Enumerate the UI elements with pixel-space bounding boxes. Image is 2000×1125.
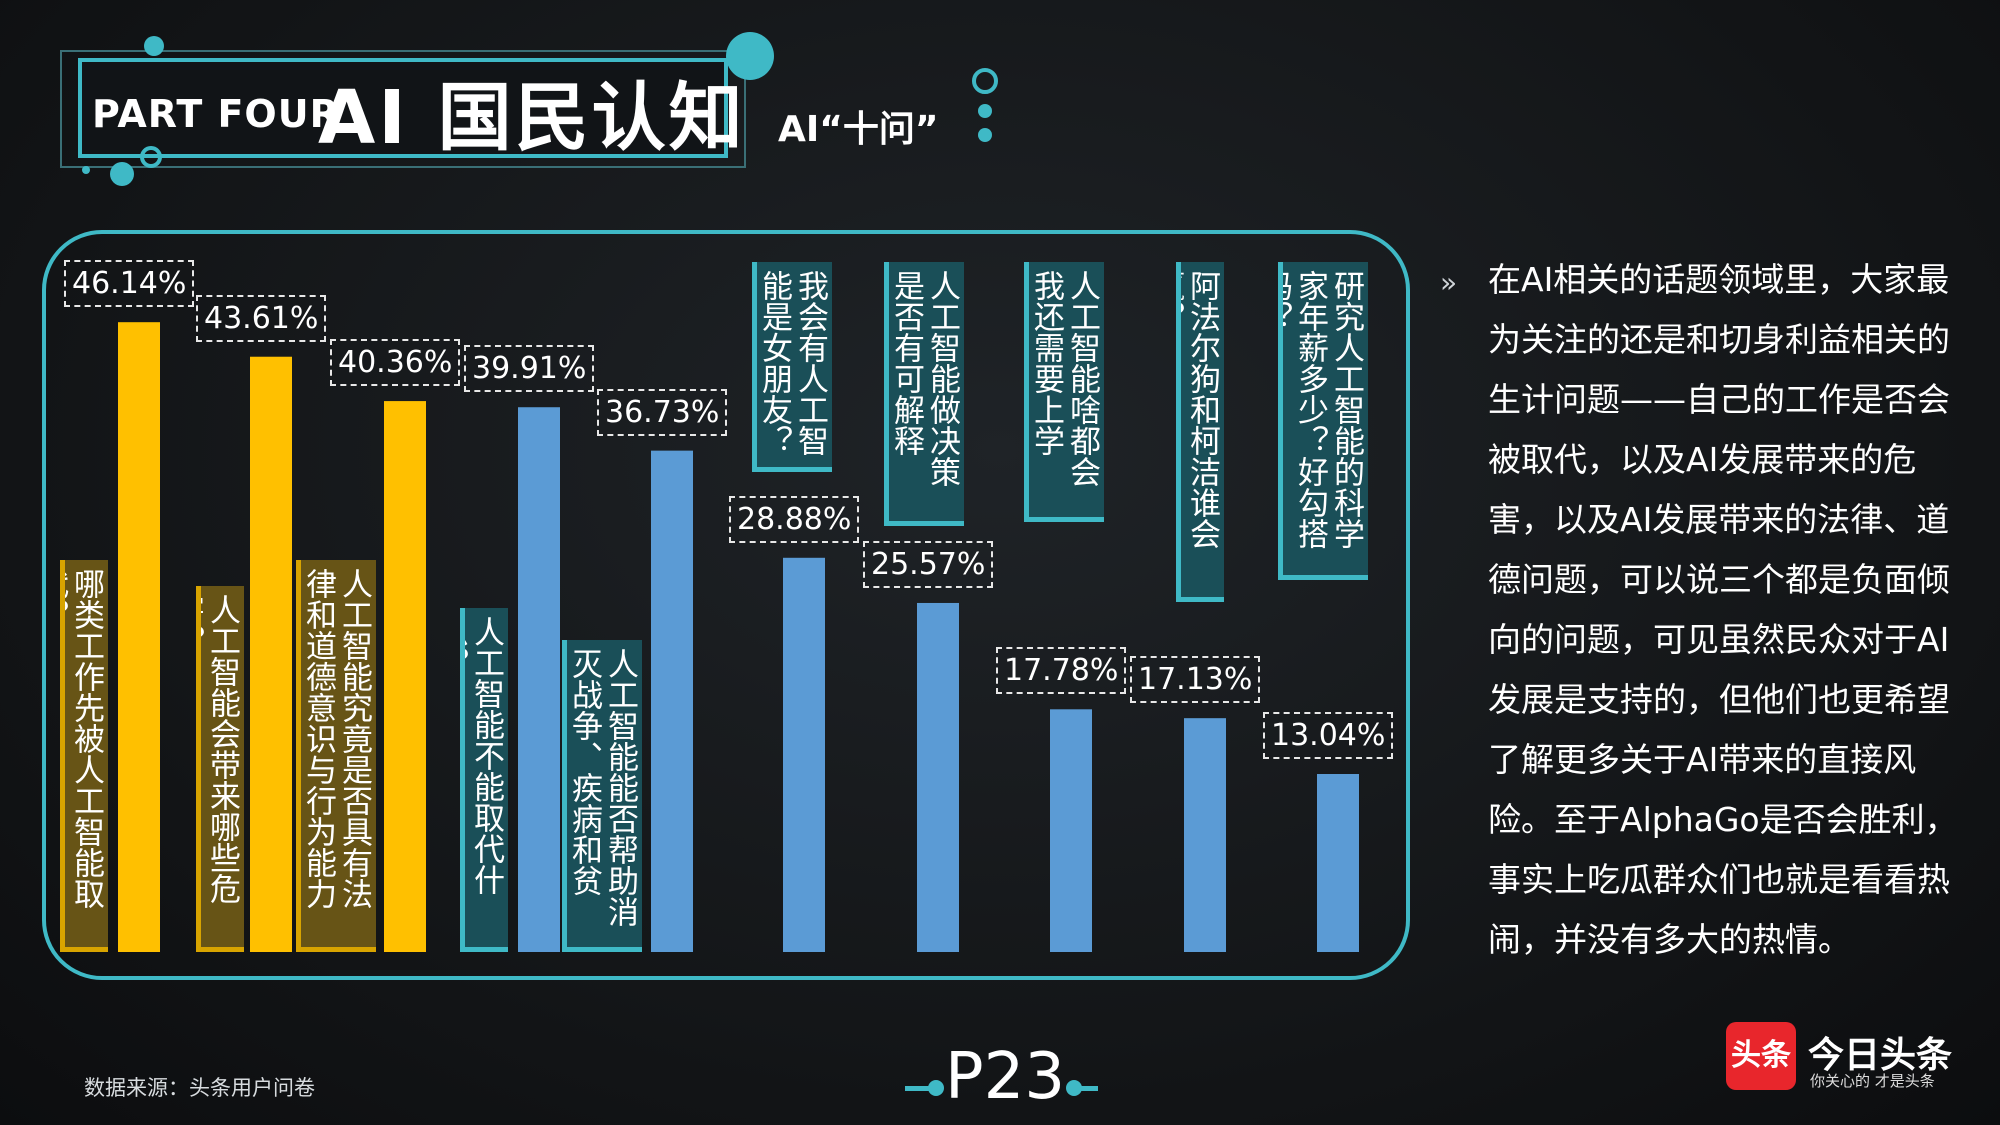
- category-label: 我会有人工智能是女朋友？: [752, 262, 832, 472]
- toutiao-logo-icon: 头条: [1726, 1022, 1796, 1090]
- part-label: PART FOUR: [92, 92, 340, 136]
- chart-frame: [42, 230, 1410, 980]
- category-label: 人工智能做决策是否有可解释性？: [884, 262, 964, 526]
- data-label: 25.57%: [863, 540, 994, 588]
- decor-dot: [978, 104, 992, 118]
- category-label: 哪类工作先被人工智能取代？: [60, 560, 108, 952]
- data-label: 28.88%: [729, 495, 860, 543]
- category-label: 阿法尔狗和柯洁谁会赢？: [1176, 262, 1224, 602]
- bar-8: [1050, 709, 1092, 952]
- description-text: 在AI相关的话题领域里，大家最为关注的还是和切身利益相关的生计问题——自己的工作…: [1488, 260, 1958, 959]
- decor-dot: [82, 166, 90, 174]
- category-label: 研究人工智能的科学家年薪多少？好勾搭吗？: [1278, 262, 1368, 580]
- category-label: 人工智能能否帮助消灭战争、疾病和贫困？: [562, 640, 642, 952]
- logo-name: 今日头条: [1808, 1035, 1953, 1076]
- decor-dot: [144, 36, 164, 56]
- bar-9: [1184, 718, 1226, 952]
- bullet-icon: »: [1440, 266, 1458, 299]
- bar-6: [783, 557, 825, 952]
- page-line-left: [905, 1086, 937, 1091]
- page-line-right: [1076, 1086, 1098, 1091]
- data-label: 43.61%: [196, 294, 327, 342]
- logo-slogan: 你关心的 才是头条: [1810, 1072, 1935, 1090]
- bar-1: [118, 322, 160, 953]
- chart-subtitle: AI“十问”: [778, 109, 939, 150]
- decor-dot: [928, 1080, 944, 1096]
- bar-4: [518, 407, 560, 952]
- bar-7: [917, 602, 959, 952]
- data-label: 40.36%: [330, 339, 461, 387]
- decor-dot: [110, 162, 134, 186]
- title-frame: [78, 58, 728, 158]
- decor-dot: [726, 32, 774, 80]
- data-label: 39.91%: [464, 345, 595, 393]
- page-number: P23: [945, 1040, 1066, 1114]
- decor-dot: [1066, 1080, 1082, 1096]
- bar-10: [1317, 774, 1359, 952]
- data-label: 17.78%: [996, 647, 1127, 695]
- category-label: 人工智能不能取代什么？: [460, 608, 508, 952]
- page-title: AI 国民认知: [318, 75, 746, 161]
- decor-ring: [972, 68, 998, 94]
- category-label: 人工智能啥都会我还需要上学吗？: [1024, 262, 1104, 522]
- decor-ring: [140, 146, 162, 168]
- data-label: 46.14%: [64, 260, 195, 308]
- data-source: 数据来源：头条用户问卷: [84, 1076, 315, 1100]
- bar-2: [250, 356, 292, 952]
- data-label: 17.13%: [1130, 656, 1261, 704]
- decor-dot: [978, 128, 992, 142]
- data-label: 13.04%: [1263, 712, 1394, 759]
- category-label: 人工智能会带来哪些危害？: [196, 586, 244, 952]
- category-label: 人工智能究竟是否具有法律和道德意识与行为能力主体？: [296, 560, 376, 952]
- title-frame-outer: [60, 50, 746, 168]
- bar-3: [384, 401, 426, 952]
- bar-5: [651, 450, 693, 952]
- data-label: 36.73%: [597, 388, 728, 436]
